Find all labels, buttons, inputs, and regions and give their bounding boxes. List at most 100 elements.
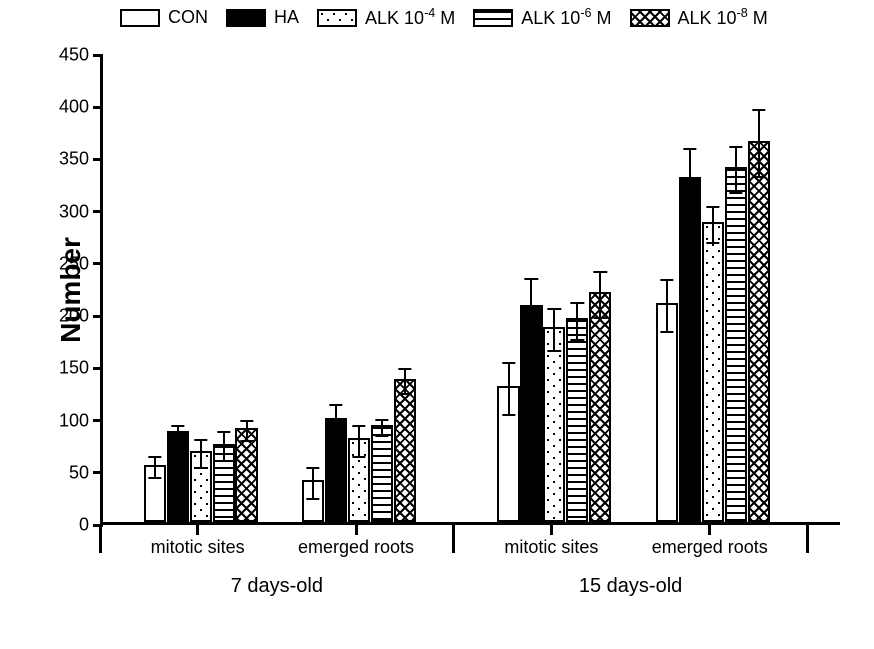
- legend-swatch: [630, 9, 670, 27]
- error-cap: [240, 420, 253, 422]
- error-cap: [660, 279, 673, 281]
- bar: [566, 318, 588, 522]
- bar: [748, 141, 770, 522]
- error-bar: [154, 457, 156, 478]
- error-cap: [217, 431, 230, 433]
- error-bar: [712, 207, 714, 243]
- legend-swatch: [226, 9, 266, 27]
- y-tick-label: 250: [59, 253, 103, 274]
- error-cap: [594, 317, 607, 319]
- legend-swatch: [317, 9, 357, 27]
- error-bar: [404, 369, 406, 394]
- cluster-label: emerged roots: [652, 537, 768, 558]
- error-bar: [689, 149, 691, 212]
- bar: [725, 167, 747, 522]
- error-bar: [735, 147, 737, 193]
- error-cap: [752, 109, 765, 111]
- chart-container: { "chart": { "type": "grouped-bar-with-e…: [0, 0, 874, 649]
- y-tick-label: 100: [59, 410, 103, 431]
- y-tick-label: 50: [69, 462, 103, 483]
- error-bar: [576, 303, 578, 341]
- bar: [589, 292, 611, 522]
- error-cap: [352, 425, 365, 427]
- x-axis: mitotic sites emerged roots 7 days-old mito…: [100, 525, 840, 635]
- legend-item: HA: [226, 7, 299, 28]
- legend-swatch: [473, 9, 513, 27]
- error-bar: [381, 420, 383, 437]
- error-bar: [599, 272, 601, 318]
- bar: [656, 303, 678, 522]
- error-cap: [375, 435, 388, 437]
- x-major-tick: [452, 525, 455, 553]
- error-bar: [553, 309, 555, 351]
- y-tick-label: 150: [59, 358, 103, 379]
- legend-label: ALK 10-8 M: [678, 6, 768, 29]
- group-label: 15 days-old: [579, 575, 682, 598]
- error-cap: [217, 460, 230, 462]
- legend-swatch: [120, 9, 160, 27]
- error-cap: [548, 308, 561, 310]
- cluster-label: mitotic sites: [504, 537, 598, 558]
- error-cap: [352, 456, 365, 458]
- error-bar: [223, 432, 225, 461]
- error-cap: [240, 440, 253, 442]
- y-tick-label: 200: [59, 306, 103, 327]
- error-bar: [335, 405, 337, 436]
- legend-item: ALK 10-4 M: [317, 6, 455, 29]
- error-cap: [706, 242, 719, 244]
- x-minor-tick: [196, 525, 199, 535]
- cluster-label: mitotic sites: [151, 537, 245, 558]
- error-bar: [200, 440, 202, 467]
- error-cap: [683, 211, 696, 213]
- error-cap: [752, 176, 765, 178]
- error-cap: [148, 477, 161, 479]
- x-major-tick: [99, 525, 102, 553]
- error-cap: [502, 414, 515, 416]
- error-cap: [502, 362, 515, 364]
- y-tick-label: 350: [59, 149, 103, 170]
- error-bar: [508, 363, 510, 415]
- error-cap: [171, 441, 184, 443]
- error-cap: [729, 146, 742, 148]
- error-cap: [548, 350, 561, 352]
- plot-area: 050100150200250300350400450: [100, 55, 840, 525]
- error-cap: [594, 271, 607, 273]
- error-cap: [148, 456, 161, 458]
- x-minor-tick: [550, 525, 553, 535]
- error-cap: [525, 278, 538, 280]
- group-label: 7 days-old: [231, 575, 323, 598]
- y-tick-label: 400: [59, 97, 103, 118]
- error-cap: [683, 148, 696, 150]
- error-cap: [194, 467, 207, 469]
- error-cap: [375, 419, 388, 421]
- legend-label: CON: [168, 7, 208, 28]
- bar: [679, 177, 701, 522]
- error-cap: [171, 425, 184, 427]
- error-cap: [398, 393, 411, 395]
- error-bar: [666, 280, 668, 332]
- legend-label: ALK 10-4 M: [365, 6, 455, 29]
- legend-item: ALK 10-8 M: [630, 6, 768, 29]
- error-cap: [307, 467, 320, 469]
- bar: [167, 431, 189, 522]
- error-cap: [706, 206, 719, 208]
- error-cap: [729, 192, 742, 194]
- error-cap: [329, 404, 342, 406]
- error-bar: [177, 426, 179, 443]
- error-cap: [571, 339, 584, 341]
- error-cap: [571, 302, 584, 304]
- legend-item: ALK 10-6 M: [473, 6, 611, 29]
- bars-layer: [103, 55, 840, 522]
- cluster-label: emerged roots: [298, 537, 414, 558]
- x-major-tick: [806, 525, 809, 553]
- error-bar: [246, 421, 248, 442]
- legend-item: CON: [120, 7, 208, 28]
- y-tick-label: 450: [59, 45, 103, 66]
- legend: CON HA ALK 10-4 M ALK 10-6 M ALK 10-8 M: [120, 6, 864, 29]
- error-bar: [530, 279, 532, 337]
- x-minor-tick: [355, 525, 358, 535]
- x-minor-tick: [708, 525, 711, 535]
- error-bar: [758, 110, 760, 177]
- error-cap: [525, 336, 538, 338]
- bar: [371, 425, 393, 522]
